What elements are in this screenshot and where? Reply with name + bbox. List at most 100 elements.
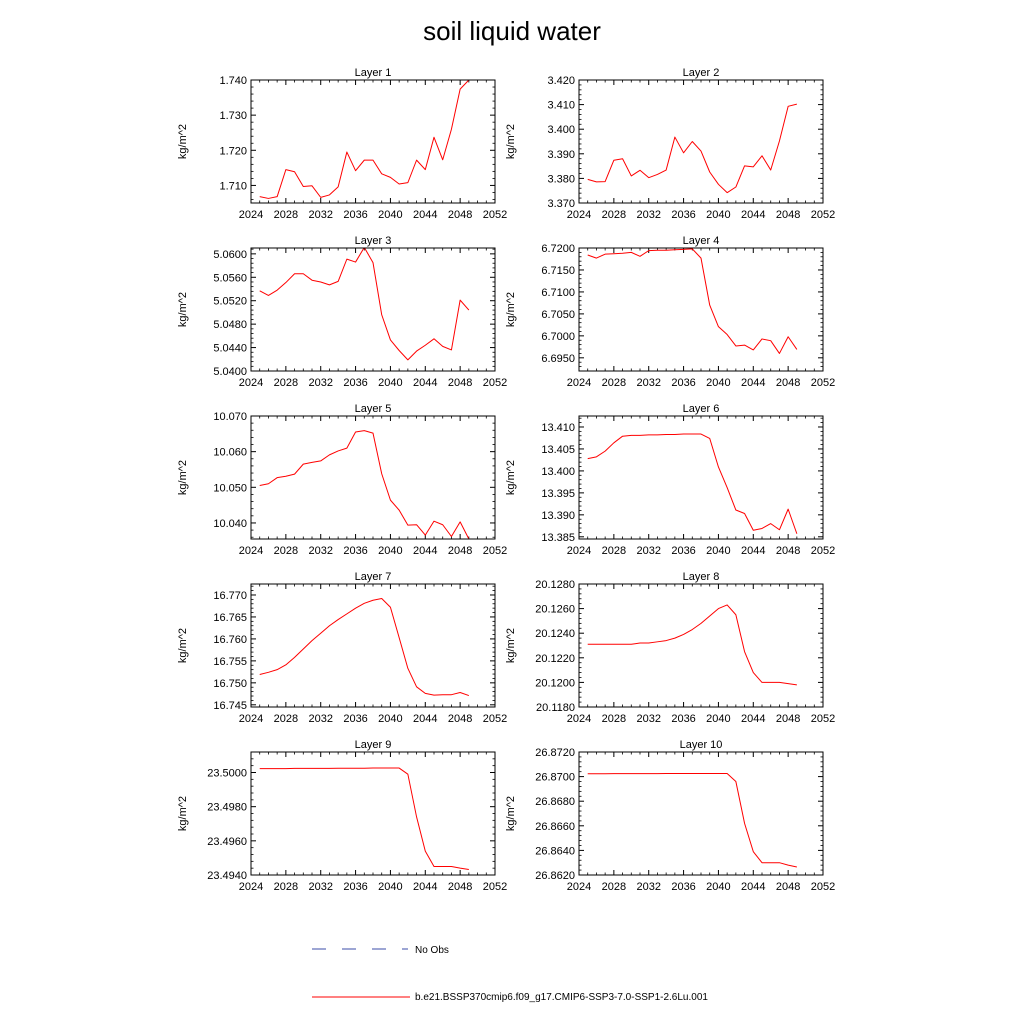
- y-axis-label: kg/m^2: [177, 628, 189, 663]
- x-tick-label: 2040: [378, 377, 402, 389]
- y-tick-label: 13.395: [541, 488, 575, 500]
- x-tick-label: 2028: [602, 545, 626, 557]
- x-tick-label: 2024: [239, 713, 263, 725]
- x-tick-label: 2028: [274, 545, 298, 557]
- y-tick-label: 26.8700: [535, 772, 575, 784]
- x-tick-label: 2032: [308, 377, 332, 389]
- panel-title: Layer 2: [683, 67, 720, 79]
- x-tick-label: 2032: [636, 377, 660, 389]
- panel-title: Layer 3: [355, 235, 392, 247]
- legend: No Obs b.e21.BSSP370cmip6.f09_g17.CMIP6-…: [312, 945, 708, 1003]
- x-tick-label: 2036: [671, 209, 695, 221]
- x-tick-label: 2024: [239, 881, 263, 893]
- y-tick-label: 6.7150: [541, 265, 575, 277]
- y-tick-label: 6.7100: [541, 287, 575, 299]
- x-tick-label: 2036: [343, 209, 367, 221]
- panel-2: Layer 2 2024 2028 2032 2036 2040 2044 2048 2052 3…: [505, 67, 835, 221]
- series-line: [259, 248, 470, 361]
- y-axis-label: kg/m^2: [505, 124, 517, 159]
- legend-obs-label: No Obs: [415, 945, 449, 956]
- y-tick-label: 26.8720: [535, 747, 575, 759]
- x-tick-label: 2040: [706, 881, 730, 893]
- x-tick-label: 2044: [413, 209, 437, 221]
- y-tick-label: 10.070: [213, 411, 247, 423]
- panel-title: Layer 5: [355, 403, 392, 415]
- x-tick-label: 2052: [811, 377, 835, 389]
- x-tick-label: 2048: [448, 881, 472, 893]
- y-axis-label: kg/m^2: [505, 292, 517, 327]
- y-tick-label: 5.0400: [213, 366, 247, 378]
- panel-9: Layer 9 2024 2028 2032 2036 2040 2044 2048 2052 2…: [177, 739, 507, 893]
- panel-1: Layer 1 2024 2028 2032 2036 2040 2044 2048 2052 1…: [177, 67, 507, 221]
- x-tick-label: 2052: [811, 881, 835, 893]
- plot-frame: [250, 415, 496, 540]
- y-tick-label: 26.8640: [535, 845, 575, 857]
- x-tick-label: 2036: [671, 713, 695, 725]
- y-tick-label: 26.8680: [535, 796, 575, 808]
- x-tick-label: 2032: [636, 209, 660, 221]
- x-tick-label: 2036: [343, 545, 367, 557]
- y-tick-label: 23.4980: [207, 802, 247, 814]
- y-tick-label: 1.710: [219, 180, 247, 192]
- x-tick-label: 2052: [483, 713, 507, 725]
- series-line: [587, 433, 798, 534]
- x-tick-label: 2036: [671, 377, 695, 389]
- y-tick-label: 5.0440: [213, 343, 247, 355]
- y-tick-label: 23.5000: [207, 768, 247, 780]
- x-tick-label: 2048: [448, 377, 472, 389]
- x-tick-label: 2024: [567, 545, 591, 557]
- y-tick-label: 13.410: [541, 422, 575, 434]
- x-tick-label: 2048: [776, 881, 800, 893]
- y-axis-label: kg/m^2: [177, 292, 189, 327]
- y-tick-label: 5.0520: [213, 296, 247, 308]
- plot-frame: [578, 79, 824, 204]
- y-axis-label: kg/m^2: [177, 460, 189, 495]
- y-tick-label: 13.385: [541, 532, 575, 544]
- y-tick-label: 3.370: [547, 198, 575, 210]
- y-axis-label: kg/m^2: [505, 460, 517, 495]
- x-tick-label: 2052: [811, 209, 835, 221]
- y-tick-label: 5.0560: [213, 272, 247, 284]
- x-tick-label: 2028: [602, 209, 626, 221]
- y-tick-label: 26.8620: [535, 870, 575, 882]
- y-tick-label: 5.0480: [213, 319, 247, 331]
- y-axis-label: kg/m^2: [177, 124, 189, 159]
- y-tick-label: 5.0600: [213, 249, 247, 261]
- x-tick-label: 2024: [239, 377, 263, 389]
- series-line: [587, 604, 797, 686]
- x-tick-label: 2044: [413, 545, 437, 557]
- plot-frame: [250, 247, 496, 372]
- plot-frame: [578, 415, 824, 540]
- x-tick-label: 2028: [602, 713, 626, 725]
- y-tick-label: 10.040: [213, 518, 247, 530]
- y-tick-label: 1.740: [219, 75, 247, 87]
- y-tick-label: 10.060: [213, 447, 247, 459]
- plot-frame: [578, 751, 824, 876]
- y-tick-label: 1.720: [219, 145, 247, 157]
- y-tick-label: 13.405: [541, 444, 575, 456]
- x-tick-label: 2040: [378, 881, 402, 893]
- x-tick-label: 2024: [239, 209, 263, 221]
- series-line: [587, 773, 797, 868]
- x-tick-label: 2024: [567, 209, 591, 221]
- series-line: [587, 248, 798, 354]
- plot-frame: [250, 751, 496, 876]
- y-tick-label: 3.400: [547, 124, 575, 136]
- x-tick-label: 2032: [308, 209, 332, 221]
- panel-7: Layer 7 2024 2028 2032 2036 2040 2044 2048 2052 1…: [177, 571, 507, 725]
- y-tick-label: 20.1260: [535, 604, 575, 616]
- y-tick-label: 20.1280: [535, 579, 575, 591]
- x-tick-label: 2028: [602, 881, 626, 893]
- y-tick-label: 23.4940: [207, 870, 247, 882]
- x-tick-label: 2048: [776, 377, 800, 389]
- x-tick-label: 2032: [636, 545, 660, 557]
- x-tick-label: 2052: [483, 545, 507, 557]
- x-tick-label: 2044: [741, 377, 765, 389]
- legend-model-label: b.e21.BSSP370cmip6.f09_g17.CMIP6-SSP3-7.…: [415, 992, 708, 1003]
- y-tick-label: 20.1200: [535, 677, 575, 689]
- panel-title: Layer 7: [355, 571, 392, 583]
- x-tick-label: 2024: [239, 545, 263, 557]
- x-tick-label: 2032: [308, 713, 332, 725]
- x-tick-label: 2044: [413, 881, 437, 893]
- x-tick-label: 2028: [274, 881, 298, 893]
